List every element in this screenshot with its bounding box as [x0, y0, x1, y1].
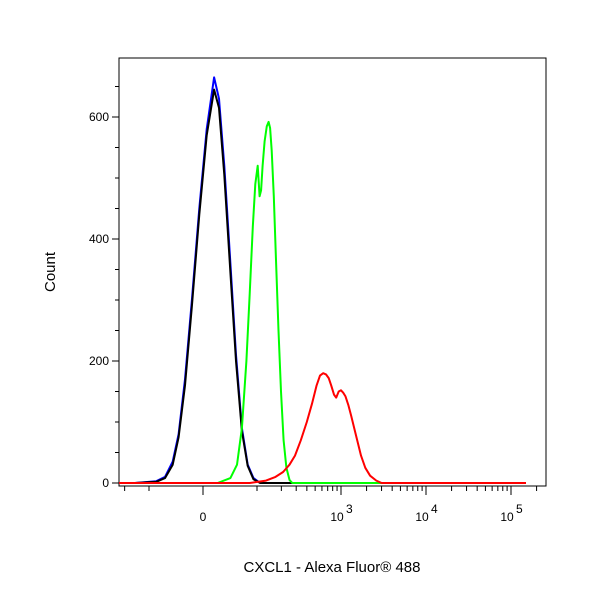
y-tick-label: 0 — [102, 476, 109, 490]
x-tick-label: 10 — [330, 510, 344, 524]
x-tick-exponent: 4 — [431, 502, 438, 516]
x-tick-label: 10 — [500, 510, 514, 524]
histogram-curves — [119, 76, 526, 484]
y-axis: 0 200 400 600 — [89, 86, 119, 490]
histogram-curve-2 — [119, 88, 526, 484]
histogram-curve-4 — [119, 372, 526, 484]
y-axis-label: Count — [42, 251, 59, 292]
x-tick-exponent: 5 — [516, 502, 523, 516]
y-tick-label: 200 — [89, 354, 109, 368]
x-tick-label: 0 — [200, 510, 207, 524]
plot-frame — [118, 57, 547, 487]
y-tick-label: 600 — [89, 110, 109, 124]
x-tick-exponent: 3 — [346, 502, 353, 516]
y-tick-label: 400 — [89, 232, 109, 246]
x-tick-label: 10 — [415, 510, 429, 524]
x-axis-label: CXCL1 - Alexa Fluor® 488 — [244, 559, 421, 576]
histogram-curve-3 — [119, 120, 526, 484]
